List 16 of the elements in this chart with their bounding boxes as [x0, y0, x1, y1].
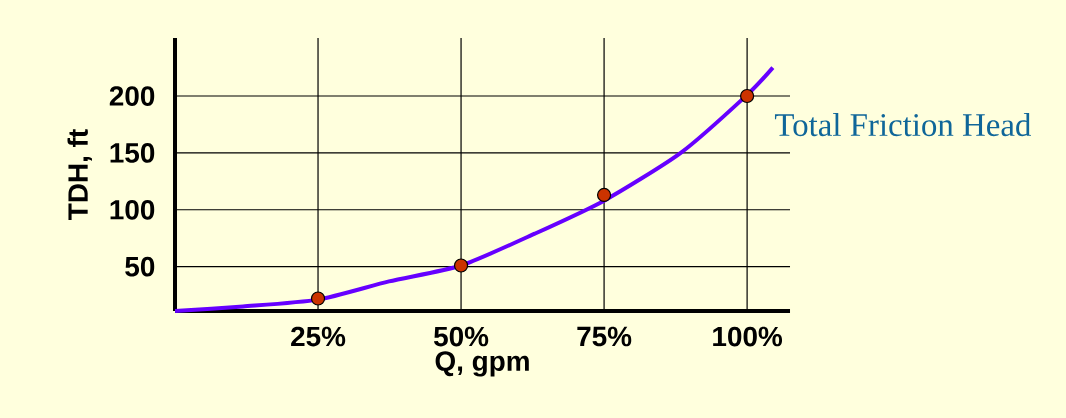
x-axis-title: Q, gpm	[435, 351, 529, 377]
x-tick-label: 50%	[434, 326, 489, 347]
y-tick-label: 150	[110, 143, 155, 163]
x-tick-label: 75%	[577, 326, 632, 347]
x-tick-label: 25%	[291, 326, 346, 347]
point	[310, 291, 326, 306]
point	[740, 88, 755, 104]
series-label: Total Friction Head	[774, 113, 1031, 137]
point	[453, 258, 469, 273]
line-series	[173, 65, 775, 313]
y-tick-label: 100	[110, 199, 155, 220]
x-tick-label: 100%	[713, 326, 783, 347]
y-tick-label: 50	[125, 256, 155, 277]
point	[596, 187, 612, 203]
y-tick-label: 200	[109, 86, 155, 106]
y-axis-title: TDH, ft	[67, 129, 92, 220]
